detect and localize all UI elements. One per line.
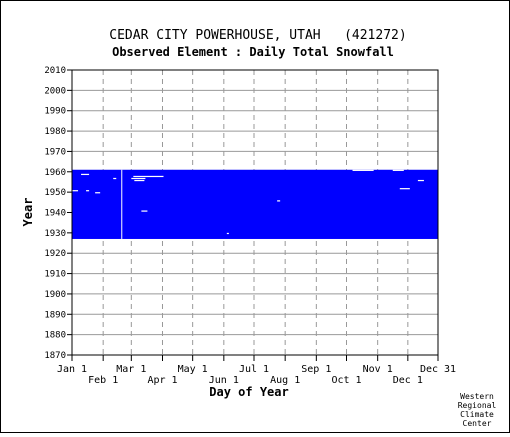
x-axis: Jan 1 Mar 1 May 1 Jul 1 Sep 1 Nov 1 Dec 31 Feb … xyxy=(57,355,456,386)
y-tick-label: 1990 xyxy=(44,107,66,117)
missing-gap xyxy=(81,173,90,176)
y-tick-label: 2000 xyxy=(44,86,66,96)
missing-gap xyxy=(72,190,79,192)
x-tick-label: Dec 31 xyxy=(420,364,456,375)
x-tick-label: May 1 xyxy=(178,364,208,375)
x-tick-label: Jun 1 xyxy=(209,375,239,386)
x-tick-label: Mar 1 xyxy=(116,364,146,375)
x-tick-label: Dec 1 xyxy=(393,375,423,386)
missing-gap xyxy=(113,177,117,180)
x-axis-label: Day of Year xyxy=(209,385,288,399)
y-tick-label: 1930 xyxy=(44,229,66,239)
y-tick-label: 1910 xyxy=(44,270,66,280)
credit-line-4: Center xyxy=(463,419,492,428)
credit-line-2: Regional xyxy=(458,401,497,410)
y-tick-label: 1920 xyxy=(44,249,66,259)
y-axis-label: Year xyxy=(21,198,35,227)
credit-line-1: Western xyxy=(460,392,494,401)
x-tick-label: Jul 1 xyxy=(239,364,269,375)
y-axis: 2010 2000 1990 1980 1970 1960 1950 1940 1930 1920… xyxy=(44,66,72,361)
y-tick-label: 1900 xyxy=(44,290,66,300)
credit-block: Western Regional Climate Center xyxy=(458,392,497,428)
missing-gap xyxy=(352,169,374,171)
credit-line-3: Climate xyxy=(460,410,494,419)
missing-column xyxy=(121,169,123,239)
missing-gap xyxy=(392,169,404,171)
x-tick-label: Sep 1 xyxy=(301,364,331,375)
y-tick-label: 1960 xyxy=(44,168,66,178)
missing-gap xyxy=(86,190,90,192)
missing-gap xyxy=(134,179,145,182)
missing-gap xyxy=(131,177,146,180)
y-tick-label: 1940 xyxy=(44,209,66,219)
y-tick-label: 1980 xyxy=(44,127,66,137)
x-tick-label: Jan 1 xyxy=(57,364,87,375)
missing-gap xyxy=(399,188,410,190)
x-tick-label: Feb 1 xyxy=(88,375,118,386)
missing-gap xyxy=(277,200,281,202)
missing-gap xyxy=(417,179,424,182)
y-tick-label: 1950 xyxy=(44,188,66,198)
missing-gap xyxy=(133,175,164,178)
chart-title: CEDAR CITY POWERHOUSE, UTAH (421272) xyxy=(109,28,406,43)
x-tick-label: Apr 1 xyxy=(147,375,177,386)
y-tick-label: 1880 xyxy=(44,331,66,341)
y-tick-label: 2010 xyxy=(44,66,66,76)
y-tick-label: 1890 xyxy=(44,310,66,320)
missing-gap xyxy=(226,232,229,235)
missing-gap xyxy=(95,192,101,194)
chart-subtitle: Observed Element : Daily Total Snowfall xyxy=(112,45,394,59)
y-tick-label: 1870 xyxy=(44,351,66,361)
x-tick-label: Nov 1 xyxy=(363,364,393,375)
x-tick-label: Oct 1 xyxy=(331,375,361,386)
x-tick-label: Aug 1 xyxy=(270,375,300,386)
missing-gap xyxy=(141,210,148,212)
data-coverage xyxy=(72,169,438,239)
y-tick-label: 1970 xyxy=(44,147,66,157)
coverage-band xyxy=(72,169,438,239)
